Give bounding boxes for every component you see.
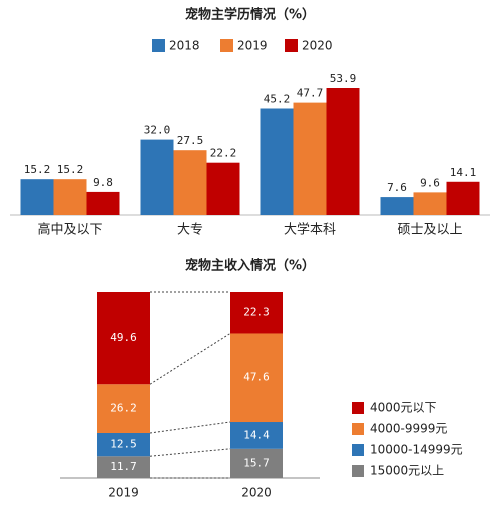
bar-segment	[97, 384, 150, 433]
value-label: 11.7	[110, 460, 137, 473]
bar	[53, 179, 87, 215]
legend-swatch	[220, 39, 233, 52]
value-label: 53.9	[330, 72, 357, 85]
legend-swatch	[152, 39, 165, 52]
legend-label: 2019	[237, 39, 268, 53]
value-label: 7.6	[387, 181, 407, 194]
x-tick-label: 硕士及以上	[397, 223, 462, 238]
x-tick-label: 2019	[108, 486, 139, 500]
value-label: 12.5	[110, 438, 137, 451]
bar-segment	[230, 422, 283, 449]
value-label: 47.6	[243, 371, 270, 384]
legend-label: 10000-14999元	[370, 443, 463, 457]
bar	[206, 162, 240, 215]
legend-label: 4000元以下	[370, 401, 437, 415]
value-label: 14.1	[450, 166, 477, 179]
legend-label: 15000元以上	[370, 464, 444, 478]
bar	[86, 191, 120, 215]
value-label: 15.2	[24, 163, 51, 176]
bar-segment	[230, 333, 283, 423]
legend-swatch	[352, 465, 364, 477]
bar	[173, 150, 207, 215]
legend-swatch	[352, 423, 364, 435]
bar-segment	[230, 448, 283, 478]
legend-swatch	[285, 39, 298, 52]
value-label: 22.2	[210, 147, 237, 160]
value-label: 45.2	[264, 92, 291, 105]
value-label: 32.0	[144, 124, 171, 137]
bar-segment	[97, 292, 150, 385]
bar	[413, 192, 447, 215]
value-label: 47.7	[297, 87, 324, 100]
legend-swatch	[352, 444, 364, 456]
bar	[293, 102, 327, 215]
bar-segment	[97, 456, 150, 478]
legend-label: 4000-9999元	[370, 422, 447, 436]
value-label: 22.3	[243, 306, 270, 319]
bar	[446, 181, 480, 215]
legend-label: 2020	[302, 39, 333, 53]
x-tick-label: 大专	[177, 223, 203, 238]
legend-swatch	[352, 402, 364, 414]
value-label: 49.6	[110, 331, 137, 344]
bar-segment	[230, 292, 283, 334]
bar	[326, 88, 360, 215]
value-label: 14.4	[243, 428, 270, 441]
bar-segment	[97, 432, 150, 457]
chart-title: 宠物主学历情况（%）	[185, 7, 315, 23]
legend-label: 2018	[169, 39, 200, 53]
value-label: 27.5	[177, 134, 204, 147]
x-tick-label: 高中及以下	[37, 222, 102, 238]
bar	[380, 197, 414, 215]
x-tick-label: 大学本科	[284, 222, 336, 238]
value-label: 26.2	[110, 402, 137, 415]
value-label: 9.8	[93, 176, 113, 189]
connector	[149, 421, 231, 434]
x-tick-label: 2020	[241, 486, 272, 500]
connector	[149, 448, 231, 457]
chart-title: 宠物主收入情况（%）	[185, 258, 315, 274]
bar	[140, 139, 174, 215]
bar	[260, 108, 294, 215]
bar	[20, 179, 54, 215]
value-label: 15.2	[57, 163, 84, 176]
value-label: 9.6	[420, 176, 440, 189]
value-label: 15.7	[243, 456, 270, 469]
